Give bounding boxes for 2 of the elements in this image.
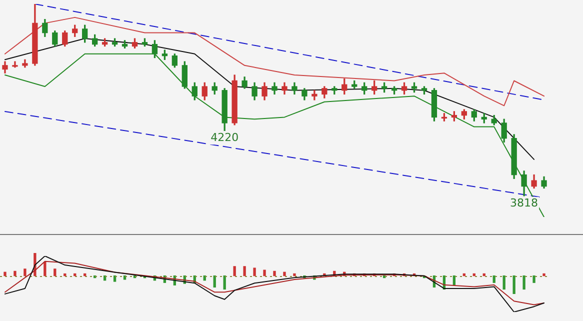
annotation: 4220 (210, 131, 239, 144)
annotation: 3818 (510, 196, 538, 210)
